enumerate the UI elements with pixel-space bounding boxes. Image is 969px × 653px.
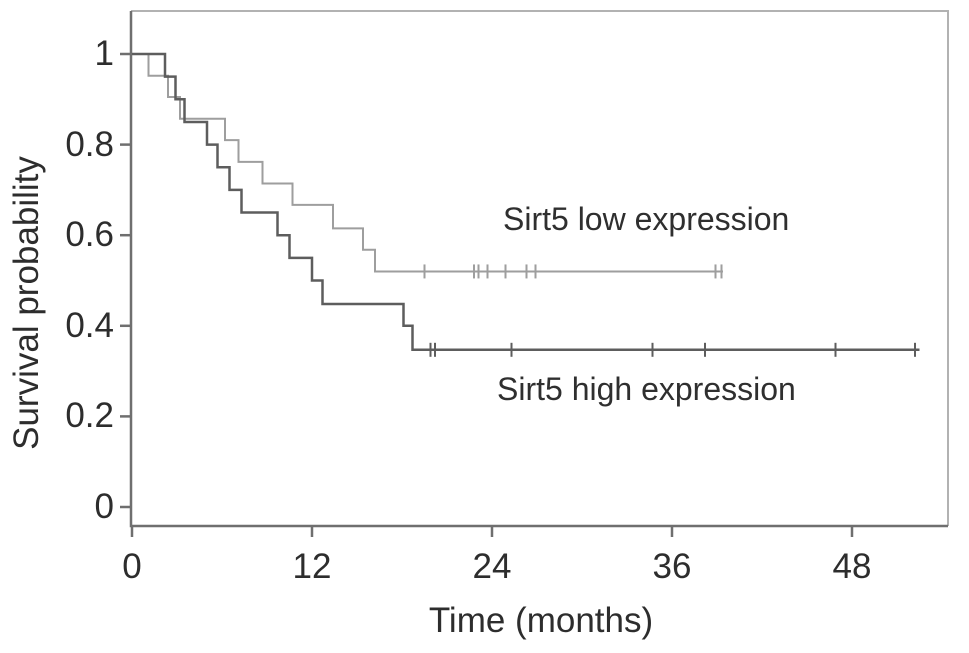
series-curve-sirt5-high-expression xyxy=(132,52,920,352)
plot-axes xyxy=(129,11,948,528)
series-curve-sirt5-low-expression xyxy=(132,53,723,273)
x-tick-label: 24 xyxy=(472,547,512,586)
y-tick-label: 0.8 xyxy=(65,124,114,164)
y-tick-label: 0.6 xyxy=(65,215,114,255)
series-label-sirt5-low: Sirt5 low expression xyxy=(503,201,790,237)
y-tick-label: 1 xyxy=(94,34,114,73)
x-tick-label: 36 xyxy=(652,547,692,586)
x-tick-label: 0 xyxy=(122,547,142,586)
y-tick-label: 0 xyxy=(94,487,114,526)
y-tick-label: 0.2 xyxy=(65,396,114,436)
x-tick-label: 48 xyxy=(832,547,872,586)
plot-frame xyxy=(131,10,949,526)
series-label-sirt5-high: Sirt5 high expression xyxy=(497,371,796,407)
x-axis-title: Time (months) xyxy=(428,601,654,640)
x-tick-label: 12 xyxy=(292,547,332,586)
y-tick-label: 0.4 xyxy=(65,305,114,345)
